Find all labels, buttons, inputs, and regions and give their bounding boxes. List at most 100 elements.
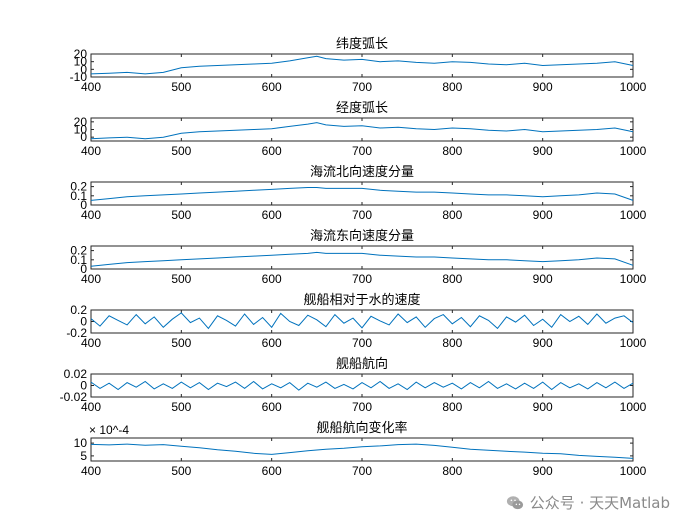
x-tick-label: 800 — [442, 272, 462, 286]
x-tick-label: 800 — [442, 336, 462, 350]
subplot-title: 经度弧长 — [336, 100, 388, 116]
x-tick-label: 700 — [352, 80, 372, 94]
y-tick-label: 10 — [74, 436, 88, 450]
x-tick-label: 1000 — [620, 464, 647, 478]
x-tick-label: 700 — [352, 464, 372, 478]
x-tick-label: 800 — [442, 208, 462, 222]
x-tick-label: 1000 — [620, 208, 647, 222]
subplot-title: 海流东向速度分量 — [310, 228, 414, 244]
x-tick-label: 1000 — [620, 144, 647, 158]
y-tick-label: 0 — [80, 315, 87, 329]
x-tick-label: 600 — [262, 144, 282, 158]
y-tick-label: -10 — [70, 70, 88, 84]
plot-frame — [90, 437, 634, 462]
x-tick-label: 800 — [442, 464, 462, 478]
y-tick-label: 0 — [80, 198, 87, 212]
x-tick-label: 900 — [533, 336, 553, 350]
watermark: 公众号 · 天天Matlab — [506, 492, 670, 513]
x-tick-label: 400 — [81, 144, 101, 158]
y-tick-label: 0.2 — [70, 180, 87, 194]
x-tick-label: 400 — [81, 464, 101, 478]
subplot-3: 海流北向速度分量 400 500 600 700 800 900 1000 00.10.2 — [70, 164, 646, 222]
y-tick-label: 0.2 — [70, 244, 87, 258]
subplot-7: 舰船航向变化率 400 500 600 700 800 900 1000 510× 10^-4 — [74, 420, 647, 478]
x-tick-label: 900 — [533, 272, 553, 286]
x-tick-label: 900 — [533, 144, 553, 158]
x-tick-label: 600 — [262, 208, 282, 222]
plot-frame — [90, 245, 634, 270]
y-tick-label: 0.02 — [64, 367, 88, 381]
x-tick-label: 900 — [533, 400, 553, 414]
series-line — [90, 251, 634, 267]
y-tick-label: 0 — [80, 62, 87, 76]
y-tick-label: 0 — [80, 262, 87, 276]
x-tick-label: 600 — [262, 400, 282, 414]
subplot-5: 舰船相对于水的速度 400 500 600 700 800 900 1000 -0.200.2 — [66, 292, 646, 350]
y-tick-label: 20 — [74, 115, 88, 129]
x-tick-label: 900 — [533, 208, 553, 222]
x-tick-label: 700 — [352, 208, 372, 222]
plot-frame — [90, 373, 634, 398]
series-line — [90, 55, 634, 75]
x-tick-label: 1000 — [620, 336, 647, 350]
x-tick-label: 800 — [442, 80, 462, 94]
series-line — [90, 443, 634, 459]
y-tick-label: -0.02 — [60, 390, 88, 404]
x-tick-label: 500 — [171, 400, 191, 414]
x-tick-label: 500 — [171, 80, 191, 94]
x-tick-label: 600 — [262, 336, 282, 350]
subplot-title: 纬度弧长 — [336, 36, 388, 52]
y-tick-label: 0.2 — [70, 303, 87, 317]
x-tick-label: 700 — [352, 400, 372, 414]
subplot-4: 海流东向速度分量 400 500 600 700 800 900 1000 00.10.2 — [70, 228, 646, 286]
y-tick-label: 0 — [80, 379, 87, 393]
y-tick-label: 0 — [80, 130, 87, 144]
subplot-title: 舰船相对于水的速度 — [303, 292, 420, 308]
x-tick-label: 900 — [533, 464, 553, 478]
y-tick-label: 10 — [74, 55, 88, 69]
x-tick-label: 500 — [171, 208, 191, 222]
plot-frame — [90, 181, 634, 206]
y-tick-label: 10 — [74, 123, 88, 137]
series-line — [90, 122, 634, 140]
x-tick-label: 600 — [262, 464, 282, 478]
y-tick-label: 20 — [74, 47, 88, 61]
series-line — [90, 187, 634, 201]
y-exponent-label: × 10^-4 — [89, 423, 129, 437]
x-tick-label: 1000 — [620, 400, 647, 414]
x-tick-label: 800 — [442, 144, 462, 158]
y-tick-label: 5 — [80, 449, 87, 463]
x-tick-label: 700 — [352, 336, 372, 350]
series-line — [90, 380, 634, 391]
subplot-title: 海流北向速度分量 — [310, 164, 414, 180]
plot-frame — [90, 117, 634, 142]
x-tick-label: 1000 — [620, 80, 647, 94]
x-tick-label: 500 — [171, 144, 191, 158]
wechat-icon — [506, 495, 523, 509]
x-tick-label: 1000 — [620, 272, 647, 286]
series-line — [90, 312, 634, 330]
subplot-title: 舰船航向 — [336, 356, 388, 372]
x-tick-label: 400 — [81, 208, 101, 222]
y-tick-label: 0.1 — [70, 189, 87, 203]
watermark-text: 公众号 · 天天Matlab — [529, 494, 670, 512]
x-tick-label: 400 — [81, 336, 101, 350]
plot-frame — [90, 309, 634, 334]
x-tick-label: 500 — [171, 336, 191, 350]
x-tick-label: 500 — [171, 464, 191, 478]
subplot-title: 舰船航向变化率 — [316, 420, 407, 436]
x-tick-label: 800 — [442, 400, 462, 414]
x-tick-label: 900 — [533, 80, 553, 94]
x-tick-label: 700 — [352, 272, 372, 286]
x-tick-label: 600 — [262, 272, 282, 286]
x-tick-label: 700 — [352, 144, 372, 158]
y-tick-label: -0.2 — [66, 326, 87, 340]
x-tick-label: 400 — [81, 272, 101, 286]
x-tick-label: 400 — [81, 80, 101, 94]
x-tick-label: 500 — [171, 272, 191, 286]
x-tick-label: 400 — [81, 400, 101, 414]
